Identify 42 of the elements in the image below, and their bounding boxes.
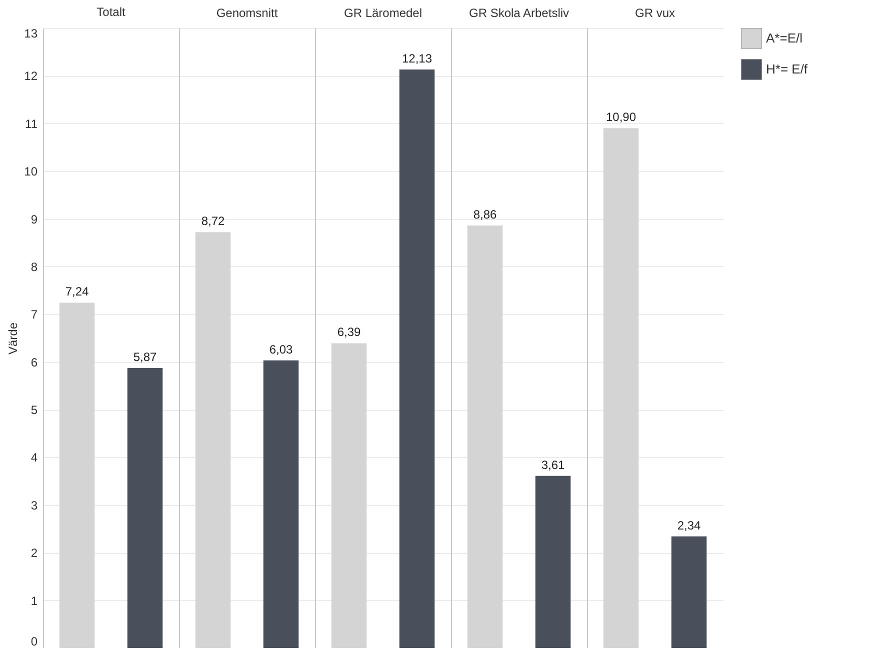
data-label: 2,34 xyxy=(677,518,701,532)
legend-label: H*= E/f xyxy=(766,62,808,76)
x-tick-label: GR vux xyxy=(634,6,676,20)
bar xyxy=(263,360,299,648)
bar xyxy=(399,69,435,648)
x-tick-label: GR Läromedel xyxy=(344,6,422,20)
y-tick-label: 8 xyxy=(30,260,38,274)
bar xyxy=(59,302,95,648)
bar xyxy=(127,368,163,648)
y-tick-label: 6 xyxy=(30,355,38,370)
y-tick-label: 4 xyxy=(30,450,38,465)
data-label: 8,86 xyxy=(473,207,497,222)
bar xyxy=(671,536,707,648)
data-label: 5,87 xyxy=(133,350,157,364)
data-label: 10,90 xyxy=(606,110,636,124)
bar xyxy=(535,476,571,648)
data-label: 7,24 xyxy=(65,284,89,299)
y-tick-label: 5 xyxy=(30,403,38,418)
y-tick-label: 13 xyxy=(24,26,38,40)
x-tick-label: Genomsnitt xyxy=(216,6,278,20)
data-label: 3,61 xyxy=(541,458,565,472)
legend-label: A*=E/l xyxy=(766,30,803,46)
data-label: 12,13 xyxy=(402,51,432,66)
y-tick-label: 3 xyxy=(30,498,38,512)
y-axis-title: Värde xyxy=(6,322,20,355)
bar xyxy=(467,225,503,648)
y-tick-label: 9 xyxy=(30,212,38,226)
y-tick-label: 7 xyxy=(30,308,38,322)
y-tick-label: 2 xyxy=(30,546,38,560)
data-label: 6,39 xyxy=(337,325,361,340)
y-tick-label: 1 xyxy=(30,594,38,608)
y-tick-label: 0 xyxy=(30,634,38,648)
data-label: 8,72 xyxy=(201,214,225,228)
x-tick-label: Totalt xyxy=(96,5,126,19)
bar xyxy=(603,128,639,648)
bar xyxy=(195,232,231,648)
y-tick-label: 12 xyxy=(24,69,38,84)
x-tick-label: GR Skola Arbetsliv xyxy=(468,6,570,20)
data-label: 6,03 xyxy=(269,342,293,356)
bar xyxy=(331,343,367,648)
y-tick-label: 10 xyxy=(24,164,38,179)
y-tick-label: 11 xyxy=(25,116,38,131)
